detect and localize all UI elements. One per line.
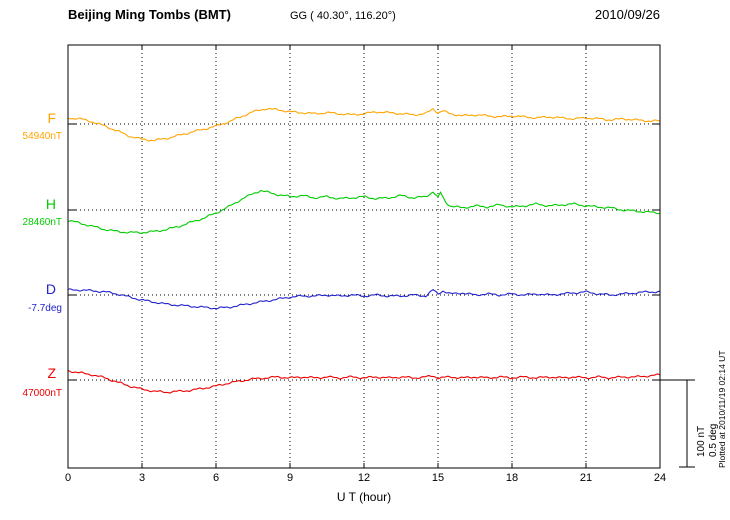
x-tick-label: 18 [505,472,519,484]
series-label-h: H [45,196,56,212]
x-tick-label: 3 [138,472,146,484]
x-tick-label: 0 [64,472,72,484]
series-baseline-h: 28460nT [22,217,62,228]
plot-date: 2010/09/26 [594,7,660,22]
x-tick-label: 24 [653,472,667,484]
trace-d [67,288,660,310]
series-baseline-d: -7.7deg [28,303,62,314]
series-baseline-f: 54940nT [22,131,62,142]
x-tick-label: 9 [286,472,294,484]
series-label-d: D [45,281,56,297]
series-baseline-z: 47000nT [22,388,62,399]
trace-f [67,107,661,142]
series-label-f: F [47,110,56,126]
trace-z [67,369,661,394]
trace-h [67,190,661,234]
x-tick-label: 12 [357,472,371,484]
x-tick-label: 21 [579,472,593,484]
station-coordinates: GG ( 40.30°, 116.20°) [290,10,396,22]
scale-bar-label-nt: 100 nT [696,425,707,457]
x-axis-label: U T (hour) [336,490,392,504]
x-tick-label: 6 [212,472,220,484]
station-title: Beijing Ming Tombs (BMT) [68,7,231,22]
plotted-at-note: Plotted at 2010/11/19 02:14 UT [717,350,727,468]
series-label-z: Z [47,365,56,381]
x-tick-label: 15 [431,472,445,484]
